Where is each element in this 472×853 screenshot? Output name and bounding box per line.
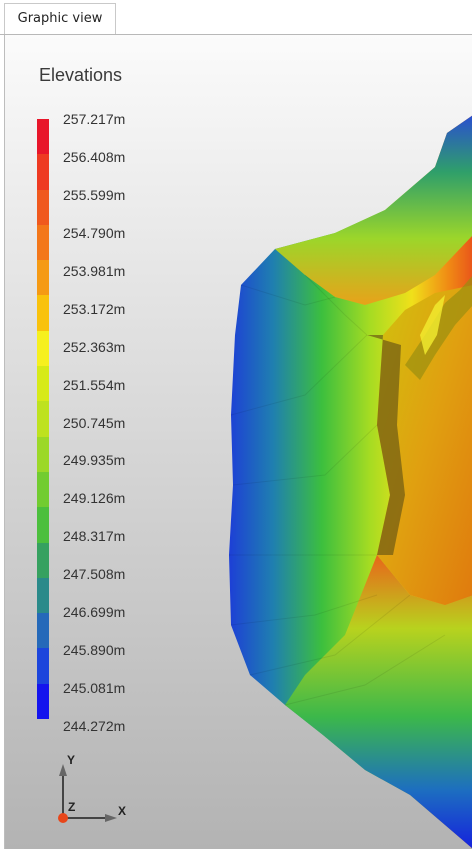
legend-level-label: 254.790m xyxy=(63,224,126,241)
legend-swatch xyxy=(37,648,49,685)
legend-level-label: 249.126m xyxy=(63,490,126,507)
legend-level-label: 247.508m xyxy=(63,566,126,583)
legend-level-label: 245.081m xyxy=(63,680,126,697)
legend-level-label: 249.935m xyxy=(63,452,126,469)
mesh-inner-pit xyxy=(377,285,472,605)
axis-triad: Y Z X xyxy=(45,752,135,832)
mesh-top-rim xyxy=(275,115,472,305)
legend-swatch xyxy=(37,330,49,367)
tab-graphic-view[interactable]: Graphic view xyxy=(4,3,116,35)
legend-swatch xyxy=(37,577,49,614)
legend-level-label: 244.272m xyxy=(63,718,126,734)
mesh-bottom-rim xyxy=(285,555,472,849)
legend-swatch xyxy=(37,507,49,544)
legend-swatch xyxy=(37,471,49,508)
mesh-ridge xyxy=(405,276,472,380)
legend-level-label: 252.363m xyxy=(63,338,126,355)
legend-level-label: 246.699m xyxy=(63,604,126,621)
axis-x-label: X xyxy=(118,804,127,818)
legend-swatch xyxy=(37,366,49,402)
tab-bar: Graphic view xyxy=(0,0,472,35)
legend-swatch xyxy=(37,401,49,438)
legend-level-label: 253.981m xyxy=(63,262,126,279)
legend-level-label: 253.172m xyxy=(63,300,126,317)
axis-y-label: Y xyxy=(67,753,76,767)
legend-swatch xyxy=(37,295,49,332)
legend-swatch xyxy=(37,683,49,720)
legend-swatch xyxy=(37,154,49,191)
legend-swatch xyxy=(37,260,49,296)
legend-title: Elevations xyxy=(39,65,123,85)
elevation-color-scale xyxy=(37,119,49,720)
legend-swatch xyxy=(37,119,49,155)
tab-divider xyxy=(0,34,472,35)
legend-level-label: 251.554m xyxy=(63,376,126,393)
legend-swatch xyxy=(37,189,49,226)
graphic-viewport[interactable]: Elevations 257.217m 256.408m 255.599m 254.7… xyxy=(4,35,472,849)
legend-swatch xyxy=(37,436,49,473)
legend-level-label: 257.217m xyxy=(63,111,126,127)
legend-swatch xyxy=(37,542,49,579)
mesh-pit-wall xyxy=(367,335,405,555)
legend-swatch xyxy=(37,224,49,261)
bottom-border xyxy=(0,849,472,853)
mesh-ridge-highlight xyxy=(420,295,445,355)
legend-level-label: 248.317m xyxy=(63,528,126,545)
legend-level-label: 250.745m xyxy=(63,414,126,431)
terrain-mesh[interactable] xyxy=(5,35,472,849)
legend-level-label: 245.890m xyxy=(63,642,126,659)
legend-level-label: 255.599m xyxy=(63,186,126,203)
legend-swatch xyxy=(37,613,49,649)
axis-z-label: Z xyxy=(68,800,76,814)
legend-level-label: 256.408m xyxy=(63,148,126,165)
